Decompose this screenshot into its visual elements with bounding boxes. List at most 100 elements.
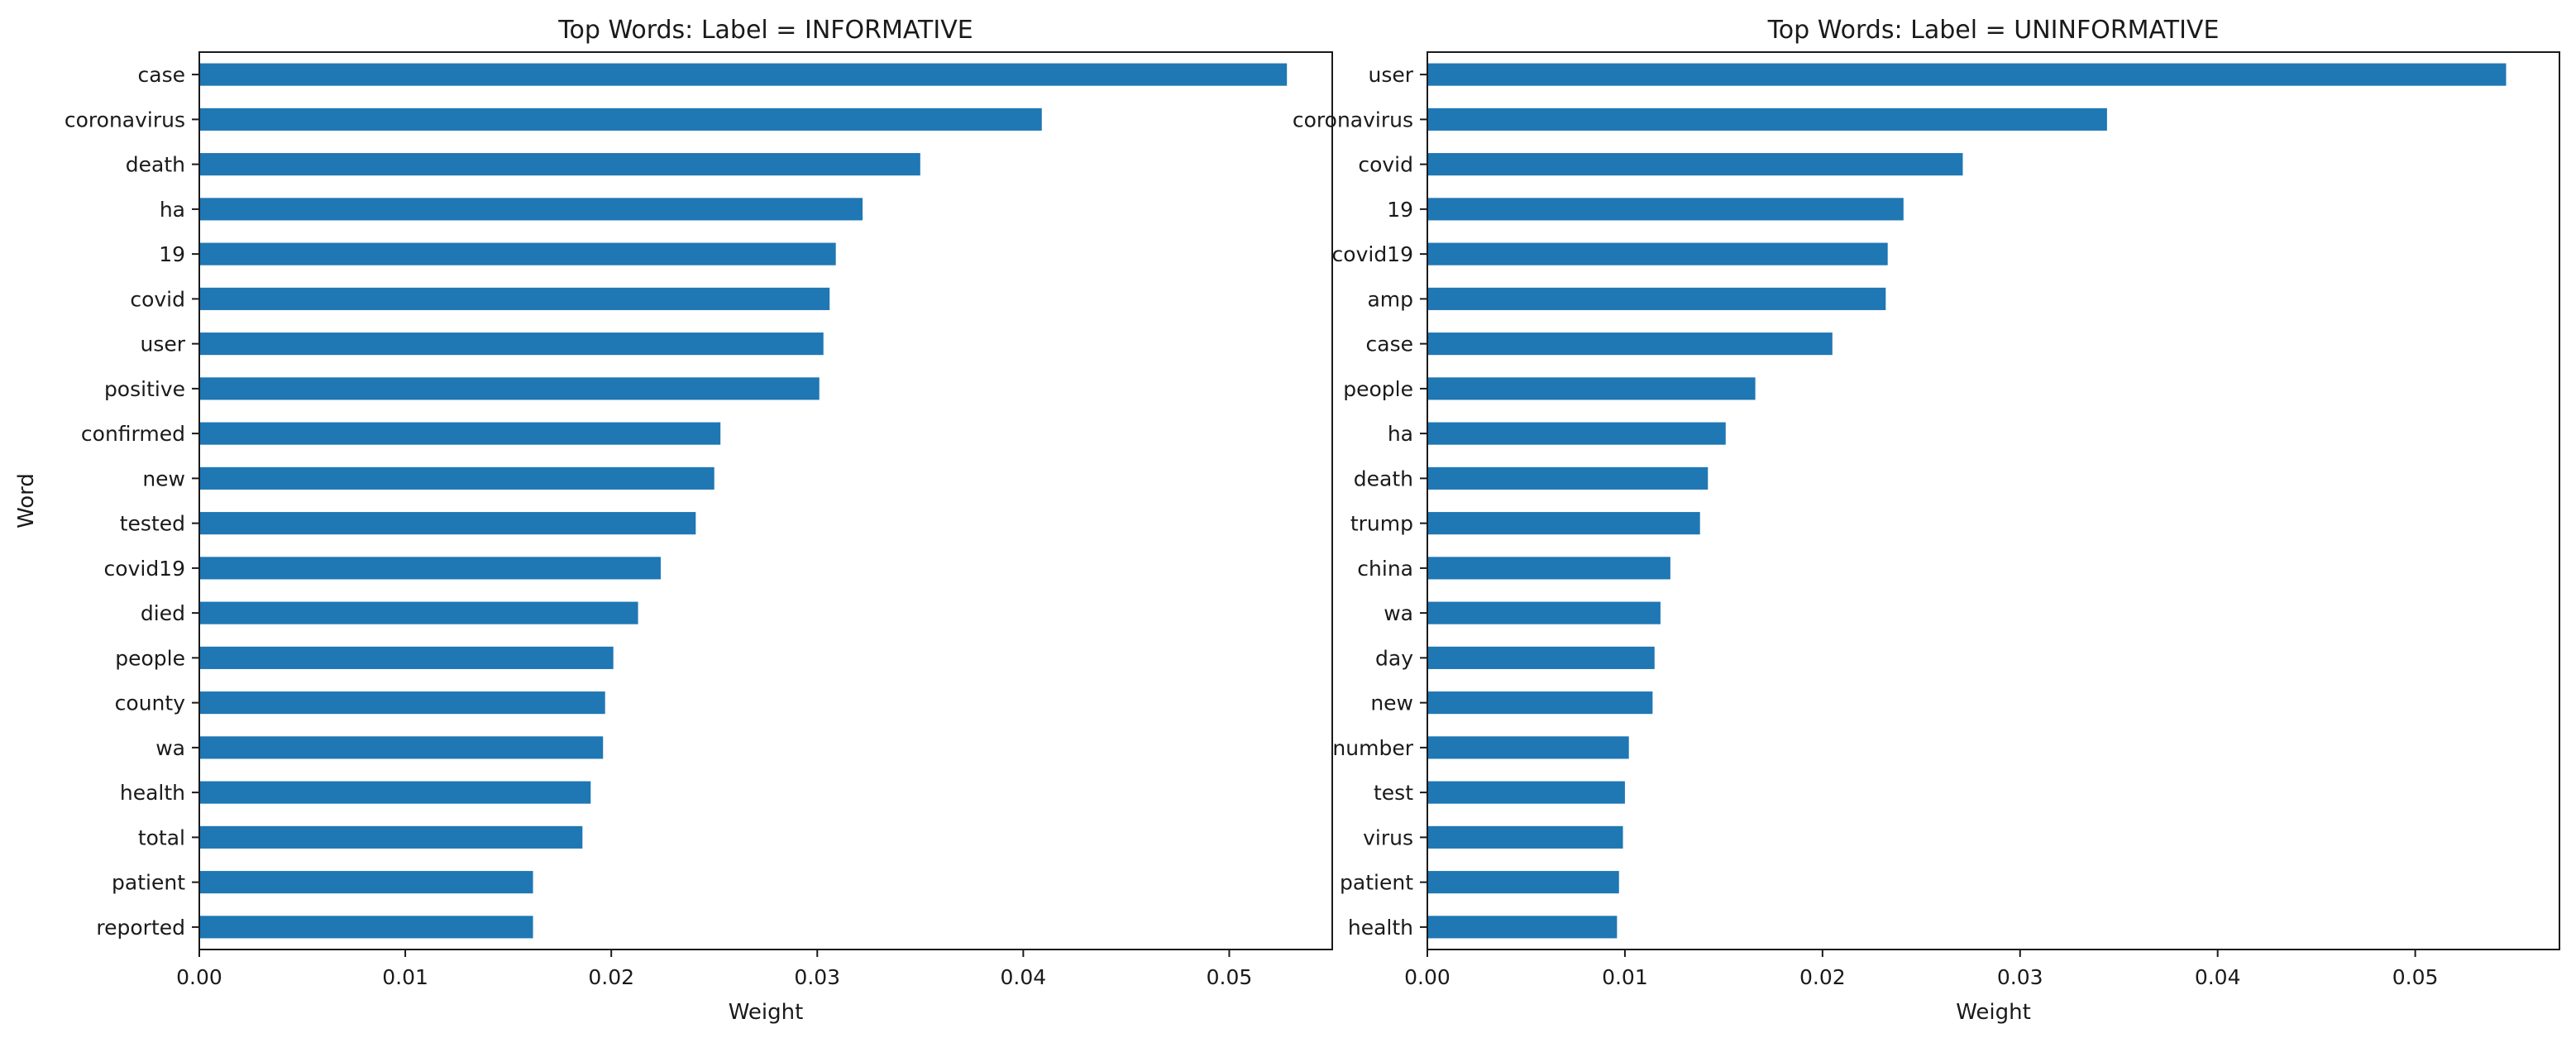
y-tick-label: confirmed (81, 422, 185, 446)
bar (199, 601, 638, 624)
bar (1427, 871, 1619, 894)
y-tick-label: tested (120, 512, 185, 536)
y-tick-label: positive (104, 377, 185, 401)
x-axis: 0.00 0.01 0.02 0.03 0.04 0.05 (176, 950, 1252, 989)
y-tick-label: user (1368, 63, 1413, 87)
bar (199, 422, 721, 445)
bar (199, 691, 605, 715)
y-tick-label: trump (1350, 512, 1413, 536)
y-tick-label: death (1354, 466, 1413, 490)
y-tick-label: county (115, 691, 186, 715)
x-axis-label: Weight (729, 1000, 804, 1025)
bar (199, 332, 824, 356)
y-tick-label: wa (1384, 601, 1413, 625)
x-axis: 0.00 0.01 0.02 0.03 0.04 0.05 (1404, 950, 2438, 989)
x-tick-label: 0.04 (2195, 965, 2241, 989)
x-tick-label: 0.01 (382, 965, 428, 989)
bar (199, 646, 614, 669)
bar (199, 63, 1288, 86)
x-tick-label: 0.02 (588, 965, 634, 989)
y-tick-label: test (1374, 781, 1413, 805)
y-tick-label: covid (130, 287, 185, 311)
bar (199, 512, 696, 535)
x-tick-label: 0.03 (1997, 965, 2043, 989)
bar (1427, 466, 1709, 490)
x-tick-label: 0.02 (1799, 965, 1846, 989)
y-tick-label: 19 (1387, 198, 1413, 222)
y-tick-label: amp (1367, 287, 1413, 311)
bar (1427, 63, 2507, 86)
bar (199, 781, 591, 804)
x-tick-label: 0.00 (176, 965, 222, 989)
x-axis-label: Weight (1956, 1000, 2031, 1025)
y-tick-label: covid19 (1332, 242, 1413, 266)
chart-title: Top Words: Label = UNINFORMATIVE (1767, 16, 2220, 45)
y-tick-label: total (138, 825, 185, 849)
y-tick-label: people (115, 646, 185, 670)
chart-informative: Top Words: Label = INFORMATIVE Weight Wo… (14, 16, 1333, 1025)
x-tick-label: 0.05 (1207, 965, 1253, 989)
y-tick-label: covid (1358, 153, 1413, 177)
bar (1427, 691, 1653, 715)
bar (199, 736, 604, 759)
x-tick-label: 0.05 (2392, 965, 2439, 989)
bar (1427, 332, 1833, 356)
bar (1427, 108, 2107, 131)
plot-frame (198, 51, 1333, 950)
y-tick-label: case (138, 63, 185, 87)
y-tick-label: died (141, 601, 185, 625)
bar (1427, 601, 1661, 624)
chart-uninformative: Top Words: Label = UNINFORMATIVE Weight … (1293, 16, 2560, 1025)
bar (1427, 287, 1886, 310)
bar (1427, 242, 1888, 265)
bar (1427, 557, 1670, 580)
y-tick-label: coronavirus (65, 108, 185, 132)
y-tick-label: patient (1340, 871, 1413, 895)
y-tick-label: ha (1388, 422, 1413, 446)
y-tick-label: patient (112, 871, 185, 895)
y-tick-label: 19 (159, 242, 185, 266)
bar (199, 871, 533, 894)
bar (1427, 825, 1623, 849)
bar (1427, 916, 1618, 939)
plot-frame (1427, 51, 2560, 950)
bar (199, 108, 1042, 131)
y-tick-label: virus (1363, 825, 1413, 849)
y-tick-label: number (1332, 736, 1413, 760)
x-tick-label: 0.01 (1602, 965, 1648, 989)
y-tick-label: wa (155, 736, 185, 760)
bars: usercoronaviruscovid19covid19ampcasepeop… (1293, 63, 2507, 940)
bar (199, 242, 836, 265)
bar (199, 466, 714, 490)
x-tick-label: 0.03 (794, 965, 840, 989)
bar (199, 153, 920, 176)
y-tick-label: new (1370, 691, 1413, 715)
y-tick-label: coronavirus (1293, 108, 1413, 132)
bar (1427, 153, 1963, 176)
y-tick-label: case (1366, 332, 1413, 356)
bar (199, 557, 661, 580)
y-tick-label: people (1343, 377, 1413, 401)
y-tick-label: user (140, 332, 185, 356)
x-tick-label: 0.04 (1001, 965, 1047, 989)
bar (1427, 198, 1904, 221)
bar (1427, 781, 1625, 804)
x-tick-label: 0.00 (1404, 965, 1450, 989)
chart-title: Top Words: Label = INFORMATIVE (557, 16, 973, 45)
bar (199, 377, 820, 400)
y-axis-label: Word (14, 473, 39, 529)
bar (1427, 646, 1655, 669)
y-tick-label: health (120, 781, 185, 805)
bar (1427, 422, 1726, 445)
y-tick-label: new (142, 466, 185, 490)
y-tick-label: reported (96, 916, 185, 940)
bar (199, 198, 863, 221)
bar (199, 287, 830, 310)
y-tick-label: covid19 (104, 557, 185, 581)
y-tick-label: death (126, 153, 185, 177)
bars: case coronavirus death ha 19 covid user positiv… (65, 63, 1288, 940)
bar (199, 825, 583, 849)
bar (1427, 377, 1756, 400)
